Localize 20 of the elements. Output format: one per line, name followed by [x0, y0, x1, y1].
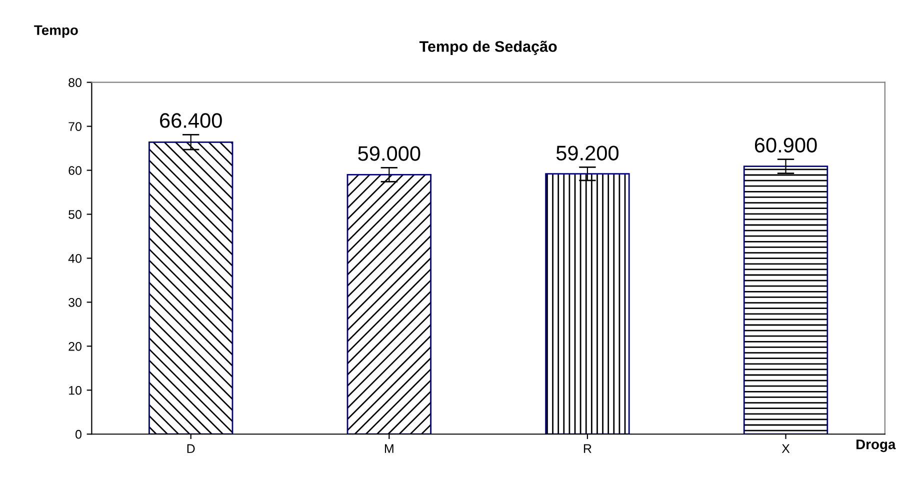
y-tick-label: 70 — [68, 122, 82, 131]
y-axis-title: Tempo — [34, 25, 78, 38]
data-label: 60.900 — [754, 138, 817, 153]
x-tick-label: D — [187, 444, 195, 453]
data-label: 66.400 — [160, 113, 222, 128]
chart-title: Tempo de Sedação — [419, 40, 557, 55]
data-label: 59.000 — [358, 146, 420, 161]
x-tick-label: M — [384, 444, 394, 453]
x-tick-label: R — [584, 444, 592, 453]
y-tick-label: 30 — [68, 298, 82, 307]
y-tick-label: 80 — [68, 78, 82, 87]
y-tick-label: 0 — [76, 430, 82, 439]
y-tick-label: 20 — [68, 342, 82, 351]
y-tick-label: 40 — [68, 254, 82, 263]
y-tick-label: 60 — [68, 166, 82, 175]
y-tick-label: 10 — [69, 386, 82, 395]
x-tick-label: X — [782, 444, 790, 453]
y-tick-label: 50 — [68, 210, 82, 219]
x-axis-title: Droga — [856, 440, 896, 452]
data-label: 59.200 — [556, 146, 618, 160]
